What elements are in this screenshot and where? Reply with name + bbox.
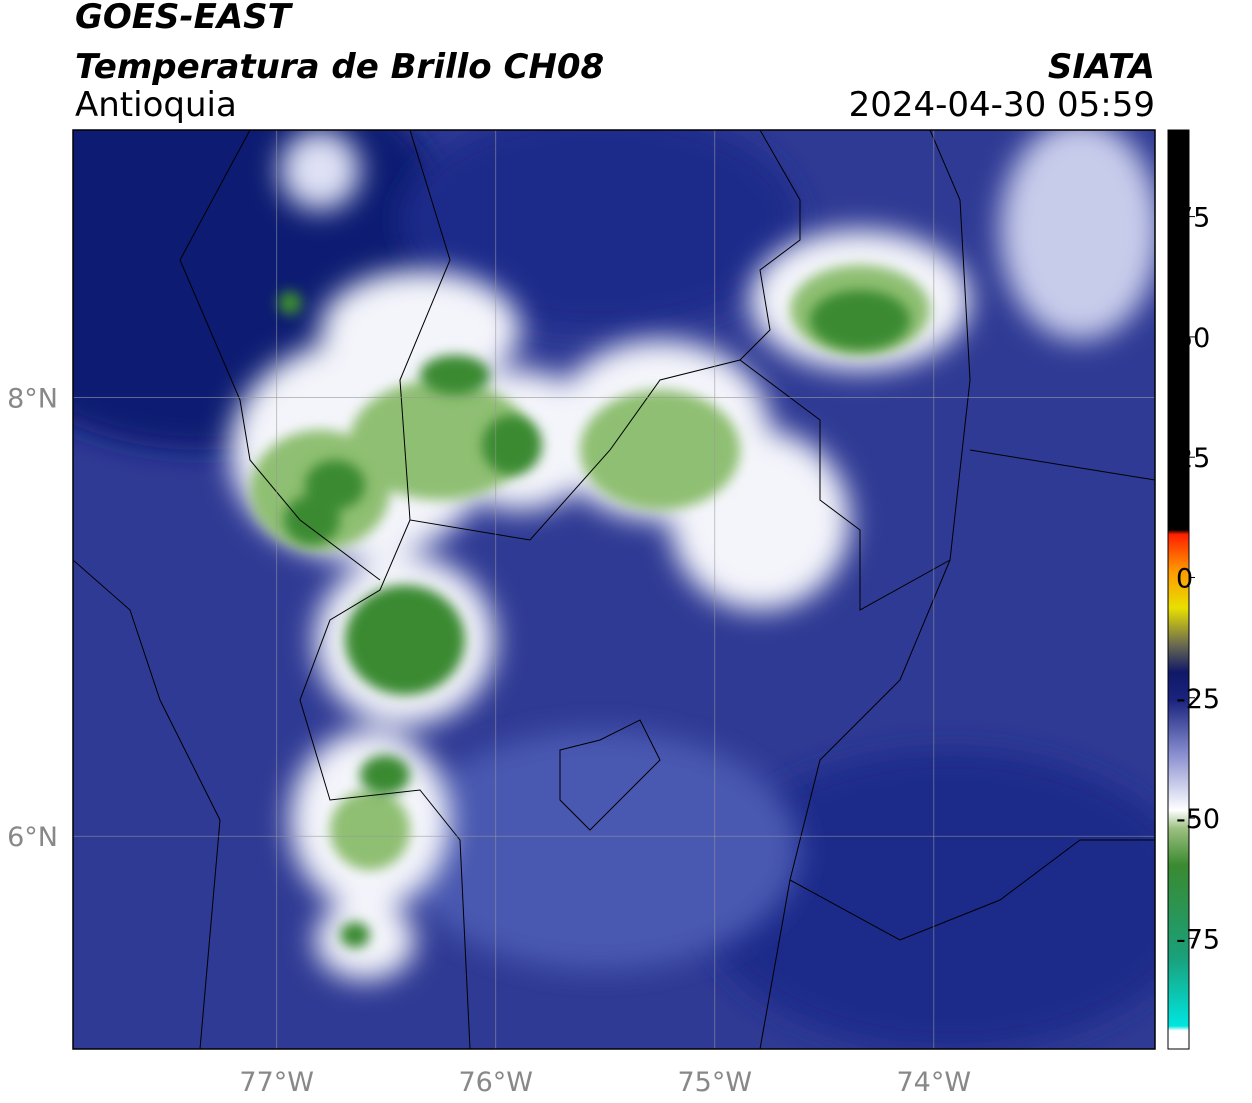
agency: SIATA	[1048, 47, 1155, 87]
lon-label: 76°W	[458, 1067, 533, 1098]
colorbar-label: 75	[1176, 203, 1210, 234]
lon-label: 74°W	[897, 1067, 972, 1098]
colorbar-label: -25	[1176, 684, 1220, 715]
graticule	[73, 130, 1155, 1049]
region: Antioquia	[75, 85, 237, 125]
lat-label: 6°N	[7, 822, 58, 853]
product-title: Temperatura de Brillo CH08	[75, 47, 604, 87]
colorbar-label: -50	[1176, 804, 1220, 835]
colorbar-label: 25	[1176, 443, 1210, 474]
lon-label: 75°W	[677, 1067, 752, 1098]
map-frame	[72, 129, 1156, 1050]
lat-label: 8°N	[7, 384, 58, 415]
colorbar-label: 50	[1176, 323, 1210, 354]
lon-label: 77°W	[239, 1067, 314, 1098]
satellite-image	[73, 130, 1155, 1049]
colorbar-label: -75	[1176, 924, 1220, 955]
timestamp: 2024-04-30 05:59	[849, 85, 1155, 125]
colorbar-label: 0	[1176, 563, 1193, 594]
colorbar	[1167, 129, 1190, 1050]
satellite-name: GOES-EAST	[75, 0, 294, 37]
